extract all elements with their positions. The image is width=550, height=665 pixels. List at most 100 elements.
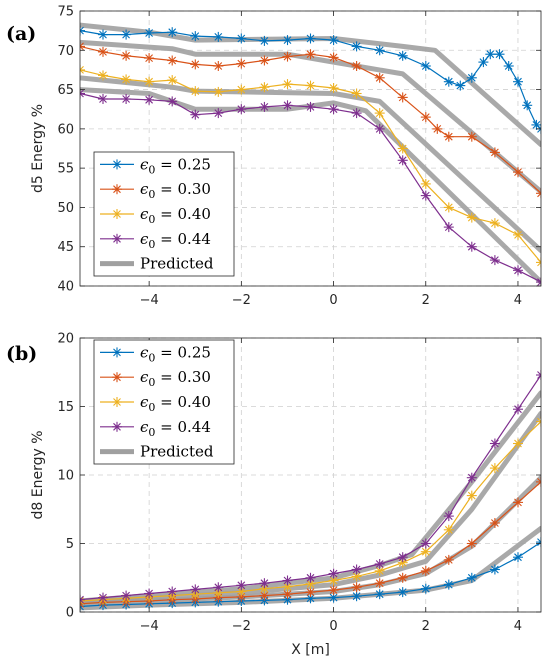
data-point (144, 76, 155, 87)
marker-stroke (306, 580, 315, 588)
data-point (98, 592, 108, 603)
data-point (374, 589, 385, 600)
marker-stroke (113, 185, 121, 194)
data-point (420, 178, 431, 189)
data-point (351, 571, 362, 582)
x-axis-label: X [m] (291, 642, 330, 658)
marker-stroke (80, 92, 84, 98)
data-point (420, 583, 431, 594)
legend-label-main: ϵ (140, 180, 149, 198)
marker-stroke (260, 56, 269, 65)
data-point (121, 590, 132, 601)
marker-stroke (375, 46, 384, 55)
legend-label: ϵ0 = 0.44 (140, 418, 211, 439)
marker-stroke (329, 576, 338, 585)
data-point (420, 61, 431, 71)
marker-stroke (191, 60, 200, 69)
data-point (167, 75, 178, 86)
marker-stroke (491, 219, 499, 227)
predicted-line (80, 75, 541, 254)
marker-stroke (80, 89, 84, 95)
marker-stroke (145, 589, 153, 598)
legend-label-rest: = 0.40 (155, 393, 211, 411)
data-point (80, 88, 85, 99)
marker-stroke (352, 62, 361, 70)
data-point (489, 438, 500, 449)
marker-stroke (467, 473, 476, 482)
legend-marker (112, 397, 122, 407)
marker-stroke (191, 87, 200, 95)
marker-stroke (237, 581, 246, 590)
data-point (374, 123, 385, 134)
data-point (536, 370, 541, 380)
marker-stroke (214, 62, 223, 70)
y-tick-label: 5 (66, 537, 74, 552)
marker-stroke (537, 478, 541, 483)
data-point (536, 476, 541, 487)
data-point (536, 416, 541, 427)
marker-stroke (145, 77, 153, 86)
data-point (328, 83, 339, 93)
marker-stroke (537, 417, 541, 423)
marker-stroke (237, 59, 246, 68)
legend-label-rest: = 0.30 (155, 368, 211, 386)
marker-stroke (352, 565, 361, 574)
marker-stroke (491, 439, 499, 448)
y-tick-label: 55 (57, 162, 74, 177)
legend-label: ϵ0 = 0.30 (140, 180, 211, 201)
data-point (328, 35, 339, 46)
data-point (213, 86, 224, 97)
marker-stroke (329, 593, 338, 602)
marker-stroke (479, 58, 488, 66)
data-point (80, 594, 85, 605)
marker-stroke (122, 591, 130, 600)
marker-stroke (113, 398, 121, 406)
y-axis-label: d8 Energy % (30, 430, 46, 519)
data-point (397, 155, 408, 166)
marker-stroke (486, 50, 495, 59)
marker-stroke (495, 50, 504, 59)
marker-stroke (467, 539, 476, 548)
data-point (351, 582, 362, 593)
marker-stroke (168, 587, 177, 596)
data-point (536, 257, 541, 268)
marker-stroke (467, 73, 476, 82)
data-point (397, 143, 408, 154)
marker-stroke (444, 556, 453, 564)
x-tick-label: 0 (329, 293, 337, 308)
data-point (443, 131, 454, 142)
data-point (531, 119, 541, 130)
legend-label-main: Predicted (140, 255, 214, 273)
marker-stroke (260, 83, 269, 92)
marker-stroke (352, 592, 361, 601)
marker-stroke (237, 587, 246, 596)
data-point (144, 94, 155, 105)
marker-stroke (444, 512, 453, 520)
marker-stroke (80, 29, 84, 35)
legend-marker (112, 372, 122, 383)
data-point (513, 265, 523, 276)
marker-stroke (168, 76, 177, 84)
data-point (489, 218, 500, 229)
x-tick-label: 2 (422, 619, 430, 634)
marker-stroke (456, 81, 465, 90)
y-tick-label: 65 (57, 83, 74, 98)
marker-stroke (375, 579, 384, 588)
data-point (489, 518, 500, 528)
data-point (282, 35, 293, 46)
data-point (305, 80, 316, 91)
marker-stroke (80, 69, 84, 74)
x-tick-label: −2 (232, 293, 251, 308)
marker-stroke (260, 37, 269, 45)
marker-stroke (467, 132, 476, 141)
data-point (374, 45, 385, 56)
marker-stroke (537, 278, 541, 283)
x-tick-label: 4 (514, 619, 522, 634)
marker-stroke (352, 89, 361, 98)
marker-stroke (421, 62, 430, 70)
marker-stroke (214, 588, 223, 597)
marker-stroke (398, 573, 407, 582)
data-point (80, 596, 85, 606)
marker-stroke (514, 266, 522, 275)
